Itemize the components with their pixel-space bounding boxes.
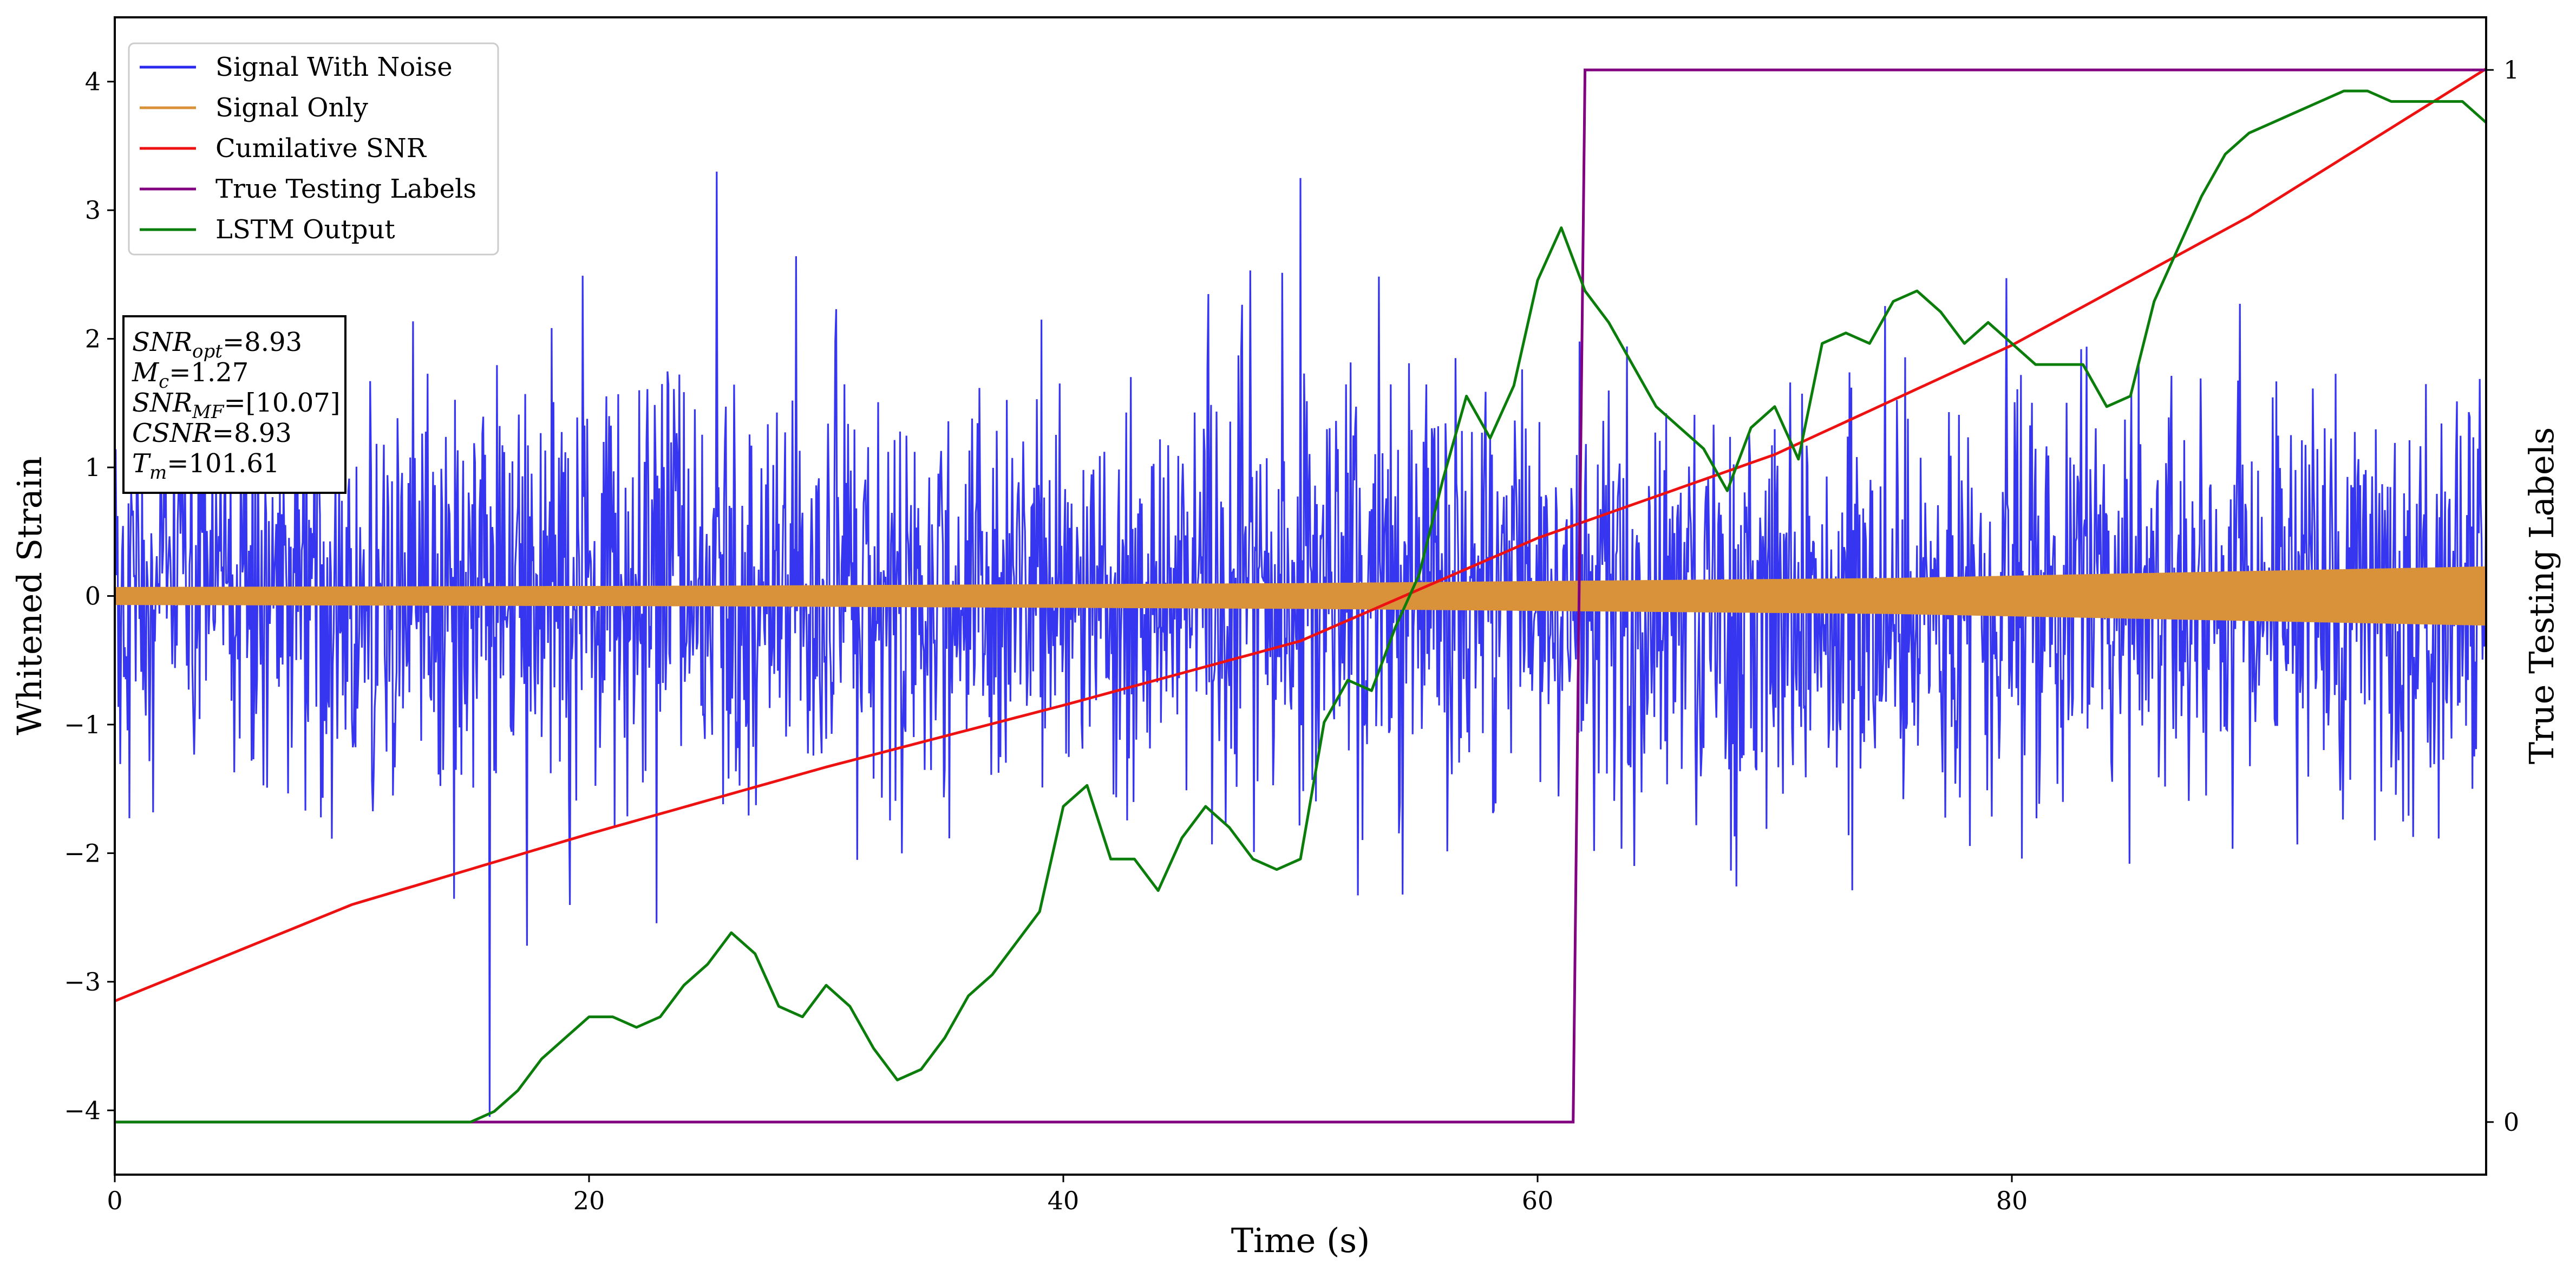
legend-label: True Testing Labels [215, 174, 476, 204]
y-axis-title: Whitened Strain [10, 457, 49, 735]
info-line: SNRopt=8.93 [132, 327, 302, 362]
y2-axis-title: True Testing Labels [2522, 427, 2561, 765]
series-signal-with-noise [115, 171, 2486, 1117]
info-line: Mc=1.27 [132, 357, 249, 393]
x-tick-label: 80 [1996, 1186, 2028, 1215]
y-tick-label: −4 [64, 1096, 101, 1125]
info-box-frame [122, 315, 346, 494]
y-tick-label: −3 [64, 967, 101, 996]
legend-label: LSTM Output [215, 214, 395, 245]
y-tick-label: −1 [64, 710, 101, 739]
x-tick-label: 40 [1048, 1186, 1080, 1215]
series-cumulative-snr [115, 67, 2486, 1002]
legend-label: Signal Only [215, 93, 368, 123]
legend-label: Cumilative SNR [215, 133, 427, 164]
legend: Signal With Noise Signal Only Cumilative S… [128, 42, 499, 256]
legend-box [128, 42, 499, 256]
x-tick-label: 60 [1522, 1186, 1554, 1215]
y-tick-label: 1 [85, 453, 101, 482]
x-axis-title: Time (s) [1231, 1221, 1370, 1260]
info-line: SNRMF=[10.07] [132, 388, 341, 423]
info-line: Tm=101.61 [132, 448, 279, 484]
y-tick-label: 0 [85, 582, 101, 611]
series-lstm-output [115, 89, 2486, 1124]
y2-tick-label: 0 [2503, 1107, 2519, 1137]
series-layer [115, 67, 2486, 1124]
info-line: CSNR=8.93 [132, 418, 292, 448]
y-tick-label: 4 [85, 67, 101, 96]
legend-label: Signal With Noise [215, 52, 453, 82]
y-tick-label: 3 [85, 196, 101, 225]
series-true-testing-labels [115, 68, 2486, 1124]
x-tick-label: 20 [573, 1186, 605, 1215]
series-signal-only [115, 566, 2486, 626]
x-tick-label: 0 [107, 1186, 122, 1215]
info-box: SNRopt=8.93Mc=1.27SNRMF=[10.07]CSNR=8.93… [122, 315, 346, 494]
y2-tick-label: 1 [2503, 55, 2519, 84]
y-tick-label: 2 [85, 324, 101, 354]
y-tick-label: −2 [64, 838, 101, 868]
